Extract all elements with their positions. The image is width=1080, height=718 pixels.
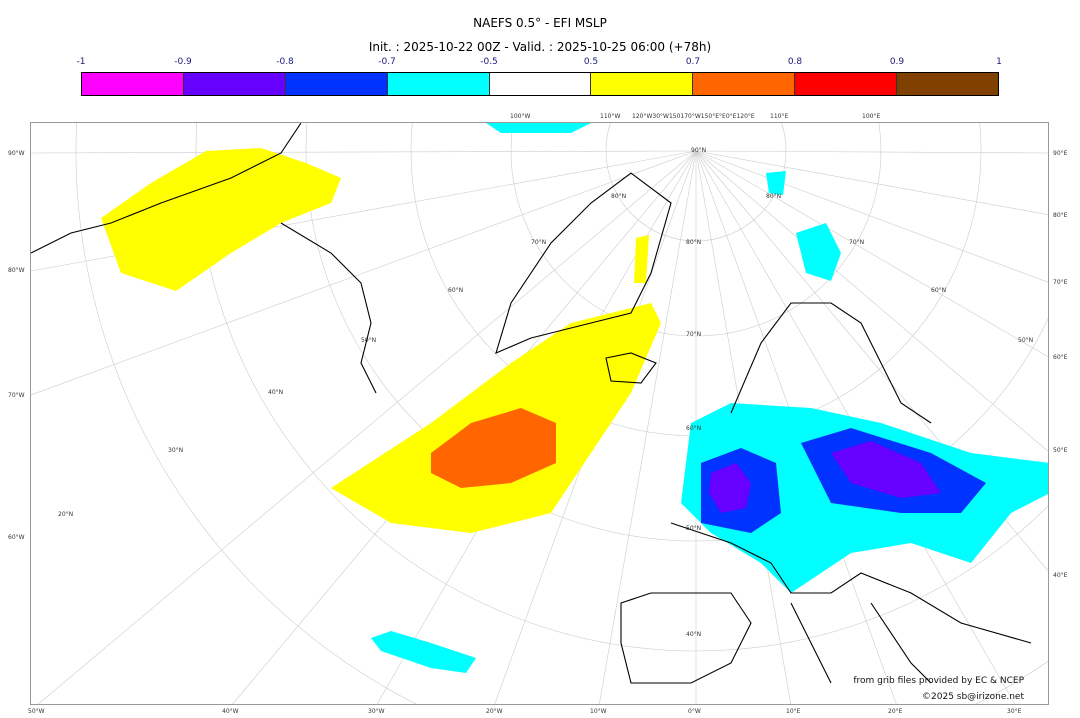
- axis-label: 100°W: [510, 113, 531, 120]
- colorbar-tick-label: -0.9: [174, 57, 192, 67]
- axis-label: 20°E: [888, 708, 903, 715]
- colorbar-swatch: [489, 73, 592, 95]
- lat-label: 80°N: [611, 193, 627, 200]
- colorbar-swatch: [82, 73, 184, 95]
- lat-label: 40°N: [686, 631, 702, 638]
- axis-label: 110°E: [770, 113, 789, 120]
- axis-label: 30°W: [368, 708, 385, 715]
- lat-label: 60°N: [448, 287, 464, 294]
- axis-label: 70°W: [8, 392, 25, 399]
- axis-label: 100°E: [862, 113, 881, 120]
- lat-label: 60°N: [931, 287, 947, 294]
- axis-label: 110°W: [600, 113, 621, 120]
- negative-efi-area: [371, 631, 476, 673]
- lat-label: 50°N: [686, 525, 702, 532]
- coastlines: [31, 123, 1032, 684]
- colorbar-tick-label: -0.7: [378, 57, 396, 67]
- efi-fields: [101, 123, 1048, 673]
- colorbar-swatch: [387, 73, 490, 95]
- lat-label: 70°N: [686, 331, 702, 338]
- lat-label: 30°N: [168, 447, 184, 454]
- axis-label: 120°W30°W150170°W150°E°E0°E120°E: [632, 113, 755, 120]
- axis-label: 40°E: [1053, 572, 1068, 579]
- colorbar-tick-label: 0.8: [787, 57, 803, 67]
- negative-efi-area: [831, 441, 941, 498]
- colorbar-swatch: [591, 73, 694, 95]
- lat-label: 60°N: [686, 425, 702, 432]
- negative-efi-area: [796, 223, 841, 281]
- negative-efi-area: [709, 463, 751, 513]
- lat-label: 70°N: [531, 239, 547, 246]
- negative-efi-area: [766, 171, 786, 195]
- colorbar-tick-label: 0.5: [583, 57, 599, 67]
- axis-label: 40°W: [222, 708, 239, 715]
- axis-label: 30°E: [1007, 708, 1022, 715]
- colorbar-tick-label: 0.7: [685, 57, 701, 67]
- colorbar-swatch: [693, 73, 796, 95]
- colorbar-tick-label: -1: [76, 57, 86, 67]
- colorbar-swatch: [795, 73, 898, 95]
- colorbar-tick-label: -0.8: [276, 57, 294, 67]
- axis-label: 10°W: [590, 708, 607, 715]
- axis-label: 20°W: [486, 708, 503, 715]
- map-svg: [31, 123, 1048, 704]
- axis-label: 90°E: [1053, 150, 1068, 157]
- colorbar-tick-label: 1: [996, 57, 1002, 67]
- negative-efi-area: [486, 123, 591, 133]
- map-subtitle: Init. : 2025-10-22 00Z - Valid. : 2025-1…: [368, 40, 712, 54]
- axis-label: 10°E: [786, 708, 801, 715]
- map-area: 90°N 80°N 70°N 60°N 50°N 40°N 80°N 70°N …: [30, 122, 1049, 705]
- lat-label: 80°N: [686, 239, 702, 246]
- axis-label: 60°E: [1053, 354, 1068, 361]
- colorbar-swatch: [285, 73, 388, 95]
- positive-efi-area: [101, 148, 341, 291]
- graticule: [31, 123, 1048, 704]
- axis-label: 50°E: [1053, 447, 1068, 454]
- lat-label: 50°N: [361, 337, 377, 344]
- axis-label: 80°E: [1053, 212, 1068, 219]
- colorbar-tick-label: -0.5: [480, 57, 498, 67]
- axis-label: 80°W: [8, 267, 25, 274]
- axis-label: 50°W: [28, 708, 45, 715]
- lat-label: 50°N: [1018, 337, 1034, 344]
- colorbar-swatch: [183, 73, 286, 95]
- lat-label: 40°N: [268, 389, 284, 396]
- positive-efi-area: [634, 235, 649, 283]
- map-title: NAEFS 0.5° - EFI MSLP: [473, 16, 607, 30]
- copyright: ©2025 sb@irizone.net: [922, 692, 1024, 702]
- axis-label: 0°W: [688, 708, 701, 715]
- axis-label: 90°W: [8, 150, 25, 157]
- source-credit: from grib files provided by EC & NCEP: [853, 676, 1024, 686]
- colorbar-swatch: [897, 73, 999, 95]
- lat-label: 20°N: [58, 511, 74, 518]
- colorbar-tick-label: 0.9: [889, 57, 905, 67]
- colorbar: [81, 72, 999, 96]
- strong-positive-efi-area: [431, 408, 556, 488]
- lat-label: 80°N: [766, 193, 782, 200]
- axis-label: 60°W: [8, 534, 25, 541]
- axis-label: 70°E: [1053, 279, 1068, 286]
- lat-label: 70°N: [849, 239, 865, 246]
- lat-label: 90°N: [691, 147, 707, 154]
